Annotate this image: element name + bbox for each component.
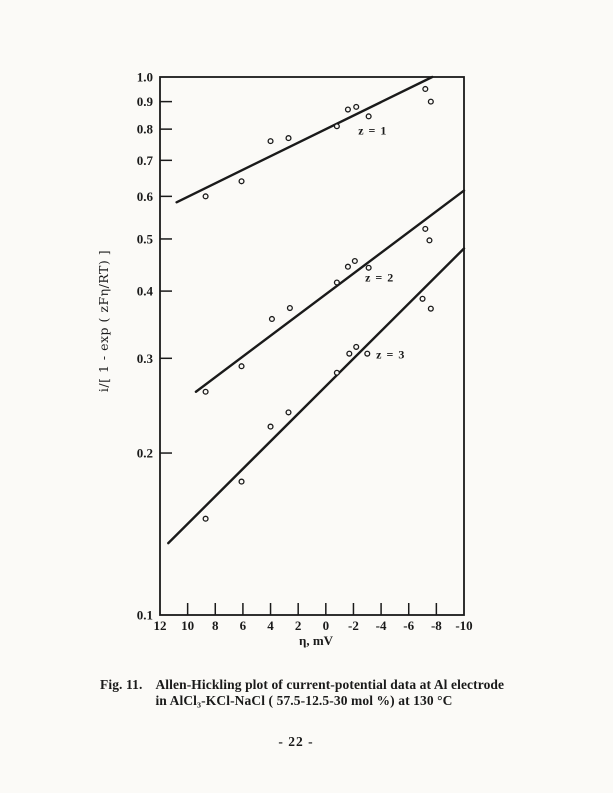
data-point-z2 — [268, 315, 275, 323]
data-point-z3 — [285, 409, 292, 416]
x-axis-title: η, mV — [299, 633, 334, 648]
series-label-z3: z = 3 — [376, 347, 405, 361]
plot-frame — [159, 76, 465, 616]
data-point-z3 — [202, 515, 209, 522]
fit-line-z1 — [175, 75, 434, 204]
data-point-z1 — [344, 106, 351, 113]
page-number: - 22 - — [278, 734, 314, 749]
figure-caption-text: Allen-Hickling plot of current-potential… — [155, 677, 575, 708]
x-tick-label: -10 — [455, 618, 472, 633]
data-point-z1 — [353, 103, 360, 110]
x-tick-label: 4 — [267, 618, 274, 633]
y-tick-label: 0.8 — [137, 122, 154, 137]
data-point-z1 — [333, 123, 340, 130]
y-tick-label: 0.1 — [137, 608, 153, 623]
y-tick-label: 0.6 — [137, 189, 154, 204]
data-point-z3 — [364, 350, 371, 357]
data-point-z1 — [427, 98, 434, 105]
data-point-z3 — [419, 295, 426, 302]
data-point-z3 — [353, 343, 360, 350]
data-point-z1 — [422, 85, 429, 93]
x-tick-label: 6 — [240, 618, 247, 633]
x-tick-label: 0 — [323, 618, 330, 633]
data-point-z1 — [202, 193, 209, 200]
data-point-z2 — [344, 263, 351, 270]
fit-line-z3 — [167, 247, 466, 545]
data-point-z3 — [238, 478, 245, 485]
y-tick-label: 0.3 — [137, 351, 154, 366]
caption-line-2: in AlCl₃-KCl-NaCl ( 57.5-12.5-30 mol %) … — [155, 692, 453, 708]
x-tick-label: 12 — [154, 618, 167, 633]
x-tick-label: 8 — [212, 618, 219, 633]
y-tick-label: 0.5 — [137, 231, 154, 246]
figure-caption: Fig. 11. Allen-Hickling plot of current-… — [100, 677, 575, 708]
data-point-z2 — [333, 279, 340, 286]
data-point-z1 — [365, 113, 372, 120]
data-point-z3 — [333, 369, 340, 376]
x-tick-label: -8 — [431, 618, 442, 633]
data-point-z2 — [286, 304, 293, 312]
data-point-z1 — [238, 178, 245, 185]
figure-label: Fig. 11. — [100, 677, 143, 692]
y-tick-label: 0.2 — [137, 446, 153, 461]
data-point-z3 — [267, 423, 274, 430]
x-tick-label: -6 — [403, 618, 414, 633]
x-tick-label: 2 — [295, 618, 302, 633]
x-tick-label: 10 — [181, 618, 194, 633]
data-point-z1 — [285, 135, 292, 142]
y-tick-label: 1.0 — [137, 70, 153, 85]
data-point-z1 — [267, 138, 274, 145]
x-tick-label: -4 — [376, 618, 387, 633]
fit-line-z2 — [194, 189, 466, 393]
data-point-z2 — [422, 225, 429, 232]
series-label-z2: z = 2 — [365, 270, 394, 284]
y-tick-label: 0.9 — [137, 94, 154, 109]
x-tick-label: -2 — [348, 618, 359, 633]
data-point-z2 — [351, 257, 358, 265]
series-label-z1: z = 1 — [358, 124, 387, 138]
data-point-z2 — [238, 363, 245, 370]
data-point-z2 — [202, 388, 209, 395]
data-point-z2 — [365, 264, 372, 271]
data-point-z3 — [346, 350, 353, 357]
data-point-z3 — [427, 305, 434, 312]
caption-line-1: Allen-Hickling plot of current-potential… — [155, 677, 505, 692]
y-tick-label: 0.7 — [137, 153, 154, 168]
y-axis-title: i/[ 1 - exp ( zFη/RT) ] — [96, 250, 111, 392]
allen-hickling-plot: 1.0 0.9 0.8 0.7 0.6 0.5 0.4 0.3 0.2 0.112 10 8 6 4 2 0 -… — [96, 70, 473, 649]
data-point-z2 — [426, 237, 433, 244]
y-tick-label: 0.4 — [137, 284, 154, 299]
